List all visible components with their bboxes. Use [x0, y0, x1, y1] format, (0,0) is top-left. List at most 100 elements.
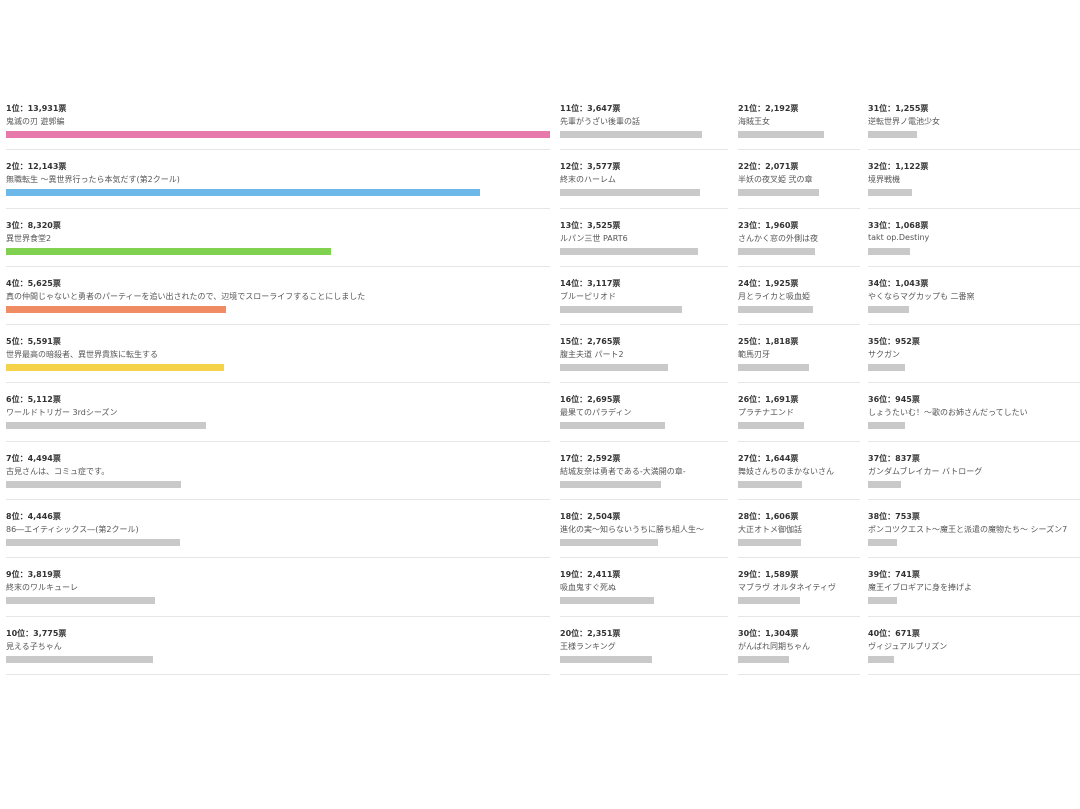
vote-bar	[6, 422, 206, 430]
anime-title: 大正オトメ御伽話	[738, 525, 802, 535]
rank-votes-label: 40位：671票	[868, 628, 920, 638]
ranking-row: 28位：1,606票 大正オトメ御伽話	[738, 500, 860, 559]
rank-votes-label: 36位：945票	[868, 395, 920, 405]
vote-bar	[868, 597, 897, 605]
vote-bar	[868, 189, 912, 197]
ranking-row: 20位：2,351票 王様ランキング	[560, 617, 728, 675]
anime-title: 見える子ちゃん	[6, 641, 62, 651]
ranking-row: 22位：2,071票 半妖の夜叉姫 弐の章	[738, 150, 860, 209]
anime-title: 世界最高の暗殺者、異世界貴族に転生する	[6, 350, 158, 360]
vote-bar	[6, 364, 224, 372]
anime-title: 進化の実～知らないうちに勝ち組人生～	[560, 525, 704, 535]
ranking-column-2: 11位：3,647票 先輩がうざい後輩の話 12位：3,577票 終末のハーレム 13位…	[560, 92, 728, 675]
rank-votes-label: 9位：3,819票	[6, 570, 61, 580]
ranking-row: 16位：2,695票 最果てのパラディン	[560, 383, 728, 442]
ranking-row: 24位：1,925票 月とライカと吸血姫	[738, 267, 860, 326]
anime-title: 古見さんは、コミュ症です。	[6, 466, 110, 476]
rank-votes-label: 38位：753票	[868, 512, 920, 522]
vote-bar	[6, 131, 550, 138]
ranking-row: 32位：1,122票 境界戦機	[868, 150, 1080, 209]
ranking-row: 15位：2,765票 腹主夫道 パート2	[560, 325, 728, 384]
ranking-row: 10位：3,775票 見える子ちゃん	[6, 617, 550, 675]
rank-votes-label: 2位：12,143票	[6, 162, 67, 172]
vote-bar	[560, 422, 665, 430]
vote-bar	[868, 655, 894, 663]
ranking-row: 34位：1,043票 やくならマグカップも 二番窯	[868, 267, 1080, 326]
rank-votes-label: 29位：1,589票	[738, 570, 799, 580]
ranking-row: 37位：837票ガンダムブレイカー バトローグ	[868, 442, 1080, 501]
rank-votes-label: 37位：837票	[868, 453, 920, 463]
vote-bar	[560, 247, 698, 255]
vote-bar	[868, 131, 917, 138]
vote-bar	[560, 131, 702, 138]
rank-votes-label: 19位：2,411票	[560, 570, 621, 580]
rank-votes-label: 30位：1,304票	[738, 628, 799, 638]
rank-votes-label: 25位：1,818票	[738, 337, 799, 347]
anime-title: 真の仲間じゃないと勇者のパーティーを追い出されたので、辺境でスローライフすること…	[6, 291, 366, 301]
ranking-row: 23位：1,960票さんかく窓の外側は夜	[738, 209, 860, 267]
ranking-row: 29位：1,589票マブラヴ オルタネイティヴ	[738, 558, 860, 617]
ranking-row: 30位：1,304票がんばれ同期ちゃん	[738, 617, 860, 675]
rank-votes-label: 6位：5,112票	[6, 395, 61, 405]
anime-title: 腹主夫道 パート2	[560, 350, 624, 360]
rank-votes-label: 23位：1,960票	[738, 220, 799, 230]
vote-bar	[560, 597, 654, 605]
ranking-row: 26位：1,691票 プラチナエンド	[738, 383, 860, 442]
anime-title: 海賊王女	[738, 117, 770, 126]
anime-title: 86―エイティシックス―(第2クール)	[6, 525, 139, 535]
vote-bar	[738, 131, 824, 138]
ranking-row: 5位：5,591票 世界最高の暗殺者、異世界貴族に転生する	[6, 325, 550, 384]
rank-votes-label: 3位：8,320票	[6, 220, 61, 230]
rank-votes-label: 21位：2,192票	[738, 104, 799, 113]
ranking-row: 27位：1,644票 舞妓さんちのまかないさん	[738, 442, 860, 501]
vote-bar	[6, 480, 181, 488]
rank-votes-label: 15位：2,765票	[560, 337, 621, 347]
vote-bar	[738, 655, 789, 663]
rank-votes-label: 18位：2,504票	[560, 512, 621, 522]
vote-bar	[738, 480, 802, 488]
anime-title: しょうたいむ！～歌のお姉さんだってしたい	[868, 408, 1028, 418]
ranking-row: 18位：2,504票進化の実～知らないうちに勝ち組人生～	[560, 500, 728, 559]
ranking-row: 7位：4,494票 古見さんは、コミュ症です。	[6, 442, 550, 501]
anime-title: 吸血鬼すぐ死ぬ	[560, 583, 616, 593]
ranking-row: 35位：952票 サクガン	[868, 325, 1080, 384]
anime-title: 異世界食堂2	[6, 233, 52, 243]
rank-votes-label: 34位：1,043票	[868, 278, 929, 288]
ranking-row: 3位：8,320票 異世界食堂2	[6, 209, 550, 267]
anime-title: マブラヴ オルタネイティヴ	[738, 583, 836, 593]
vote-bar	[738, 247, 815, 255]
anime-title: ガンダムブレイカー バトローグ	[868, 466, 983, 476]
vote-bar	[6, 597, 155, 605]
ranking-row: 21位：2,192票 海賊王女	[738, 92, 860, 151]
anime-title: ポンコツクエスト～魔王と派遣の魔物たち～ シーズン7	[868, 525, 1068, 535]
anime-title: さんかく窓の外側は夜	[738, 233, 818, 243]
rank-votes-label: 33位：1,068票	[868, 220, 929, 230]
ranking-row: 4位：5,625票真の仲間じゃないと勇者のパーティーを追い出されたので、辺境でス…	[6, 267, 550, 326]
anime-title: 月とライカと吸血姫	[738, 291, 810, 301]
anime-title: 鬼滅の刃 遊郭編	[6, 117, 65, 126]
vote-bar	[868, 247, 910, 255]
anime-title: 範馬刃牙	[738, 350, 770, 360]
rank-votes-label: 31位：1,255票	[868, 104, 929, 113]
rank-votes-label: 13位：3,525票	[560, 220, 621, 230]
rank-votes-label: 20位：2,351票	[560, 628, 621, 638]
rank-votes-label: 10位：3,775票	[6, 628, 67, 638]
ranking-row: 2位：12,143票無職転生 ～異世界行ったら本気だす(第2クール)	[6, 150, 550, 209]
vote-bar	[6, 305, 226, 313]
rank-votes-label: 1位：13,931票	[6, 104, 67, 113]
vote-bar	[560, 539, 658, 547]
anime-title: がんばれ同期ちゃん	[738, 641, 810, 651]
vote-bar	[560, 364, 668, 372]
anime-title: 無職転生 ～異世界行ったら本気だす(第2クール)	[6, 175, 180, 185]
ranking-row: 12位：3,577票 終末のハーレム	[560, 150, 728, 209]
rank-votes-label: 4位：5,625票	[6, 278, 61, 288]
vote-bar	[6, 189, 480, 197]
vote-bar	[738, 597, 800, 605]
rank-votes-label: 8位：4,446票	[6, 512, 61, 522]
vote-bar	[868, 364, 905, 372]
vote-bar	[868, 480, 901, 488]
anime-title: ルパン三世 PART6	[560, 233, 628, 243]
rank-votes-label: 26位：1,691票	[738, 395, 799, 405]
ranking-row: 17位：2,592票 結城友奈は勇者である-大満開の章-	[560, 442, 728, 501]
